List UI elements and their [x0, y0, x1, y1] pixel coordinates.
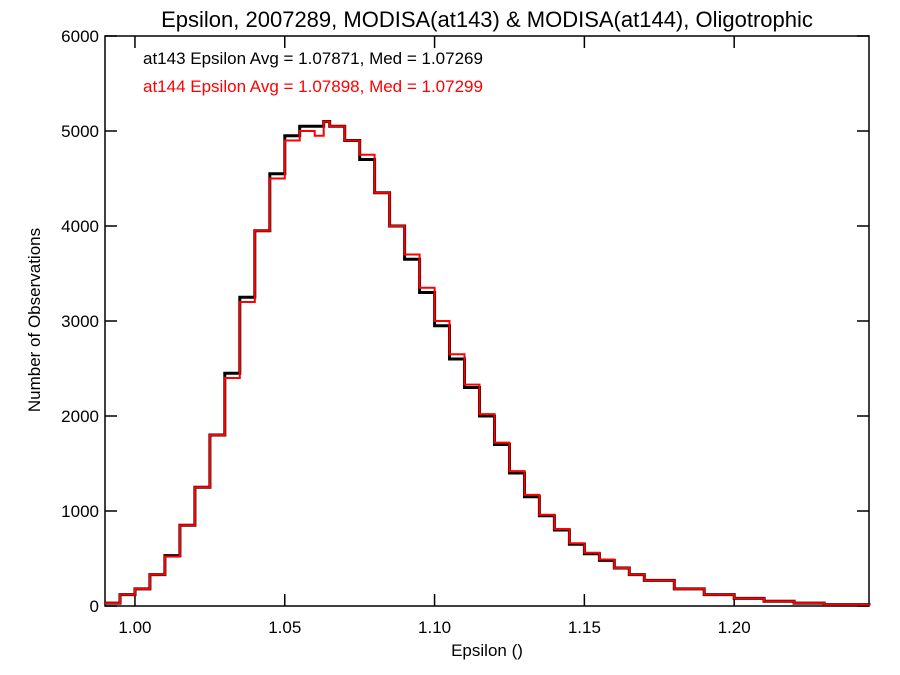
y-tick-label: 4000	[61, 217, 99, 236]
series-line-1	[105, 120, 871, 607]
y-tick-label: 1000	[61, 502, 99, 521]
y-tick-label: 0	[90, 597, 99, 616]
x-tick-label: 1.20	[718, 618, 751, 637]
series-line-2	[105, 120, 870, 606]
y-tick-label: 2000	[61, 407, 99, 426]
plot-area	[104, 35, 870, 607]
x-tick-label: 1.15	[568, 618, 601, 637]
x-axis-label: Epsilon ()	[451, 641, 523, 660]
x-tick-label: 1.05	[268, 618, 301, 637]
series-group	[105, 120, 871, 607]
annotation-2: at144 Epsilon Avg = 1.07898, Med = 1.072…	[143, 77, 483, 96]
y-tick-label: 5000	[61, 122, 99, 141]
y-axis-label: Number of Observations	[25, 228, 44, 412]
x-axis: 1.00 1.05 1.10 1.15 1.20	[118, 36, 751, 637]
annotations: at143 Epsilon Avg = 1.07871, Med = 1.072…	[143, 49, 483, 96]
y-tick-label: 3000	[61, 312, 99, 331]
chart-title: Epsilon, 2007289, MODISA(at143) & MODISA…	[161, 7, 813, 32]
annotation-1: at143 Epsilon Avg = 1.07871, Med = 1.072…	[143, 49, 483, 68]
y-tick-label: 6000	[61, 27, 99, 46]
x-tick-label: 1.10	[418, 618, 451, 637]
x-tick-label: 1.00	[118, 618, 151, 637]
plot-frame	[104, 35, 870, 607]
y-axis: 0 1000 2000 3000 4000 5000 6000	[61, 27, 869, 616]
